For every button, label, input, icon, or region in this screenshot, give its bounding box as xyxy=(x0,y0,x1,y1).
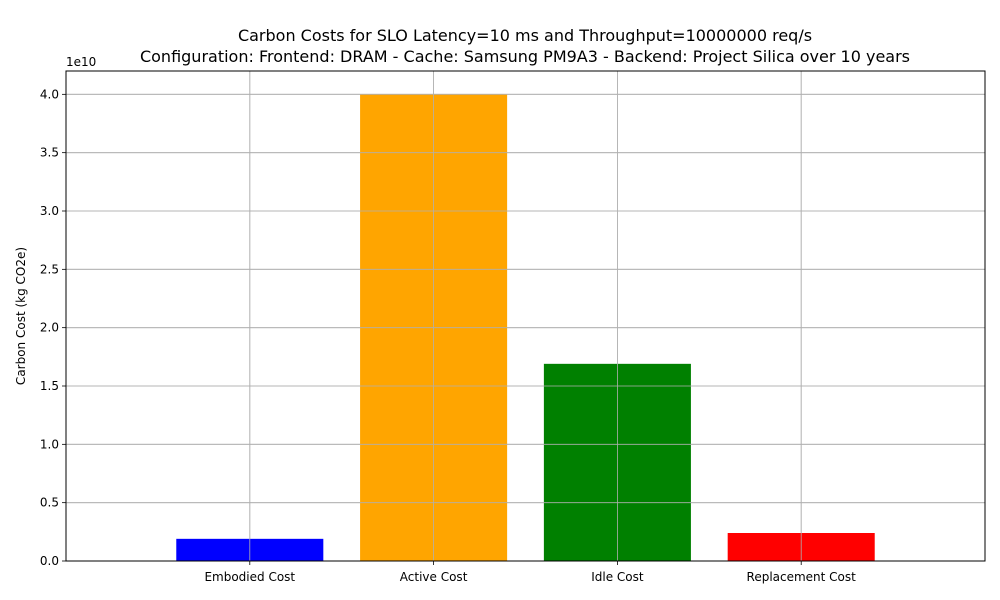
x-tick-label: Idle Cost xyxy=(591,570,644,584)
y-tick-label: 0.0 xyxy=(40,554,59,568)
y-tick-label: 2.0 xyxy=(40,321,59,335)
chart-title: Carbon Costs for SLO Latency=10 ms and T… xyxy=(238,26,812,45)
tick-labels: 0.0 0.5 1.0 1.5 2.0 2.5 3.0 3.5 4.0 Embodied Cost… xyxy=(40,87,856,584)
y-tick-label: 0.5 xyxy=(40,496,59,510)
x-tick-label: Replacement Cost xyxy=(747,570,857,584)
y-tick-label: 1.5 xyxy=(40,379,59,393)
plot-frame xyxy=(65,70,986,562)
grid-lines xyxy=(66,71,985,562)
y-tick-label: 3.0 xyxy=(40,204,59,218)
bars xyxy=(66,71,985,562)
axes xyxy=(62,70,986,565)
y-tick-label: 2.5 xyxy=(40,262,59,276)
y-tick-label: 4.0 xyxy=(40,87,59,101)
y-tick-label: 1.0 xyxy=(40,437,59,451)
y-tick-label: 3.5 xyxy=(40,146,59,160)
x-tick-label: Embodied Cost xyxy=(204,570,295,584)
y-axis-label: Carbon Cost (kg CO2e) xyxy=(14,247,28,385)
x-tick-label: Active Cost xyxy=(400,570,468,584)
y-axis-offset-label: 1e10 xyxy=(66,55,96,69)
chart-subtitle: Configuration: Frontend: DRAM - Cache: S… xyxy=(140,47,910,66)
